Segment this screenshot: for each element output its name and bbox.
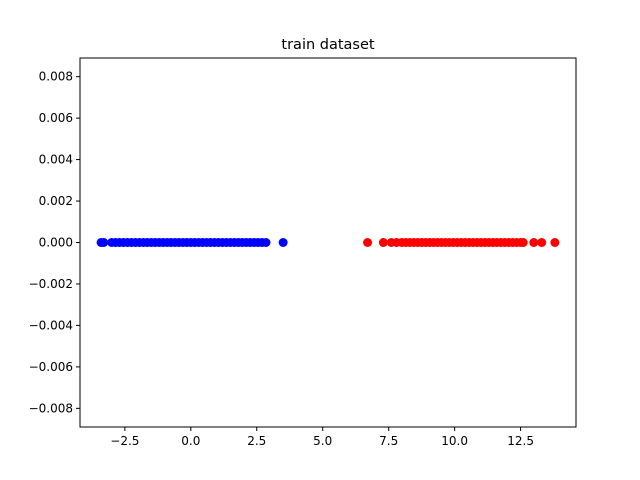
x-tick-label: 0.0 bbox=[181, 434, 200, 448]
data-point bbox=[550, 238, 560, 247]
data-point bbox=[378, 238, 388, 247]
chart-title: train dataset bbox=[281, 37, 374, 53]
x-tick-label: −2.5 bbox=[110, 434, 139, 448]
x-tick-label: 10.0 bbox=[441, 434, 468, 448]
data-point bbox=[537, 238, 547, 247]
plot-frame bbox=[79, 57, 577, 428]
y-tick-label: 0.002 bbox=[39, 194, 73, 208]
y-tick-label: 0.004 bbox=[39, 153, 73, 167]
x-axis: −2.5 0.0 2.5 5.0 7.5 10.0 12.5 bbox=[110, 427, 534, 448]
x-tick-label: 7.5 bbox=[379, 434, 398, 448]
data-point bbox=[363, 238, 373, 247]
y-tick-label: 0.006 bbox=[39, 111, 73, 125]
data-point bbox=[518, 238, 528, 247]
data-point bbox=[529, 238, 539, 247]
y-tick-label: 0.008 bbox=[39, 70, 73, 84]
data-points bbox=[96, 238, 560, 247]
data-point bbox=[278, 238, 288, 247]
y-tick-label: 0.000 bbox=[39, 236, 73, 250]
data-point bbox=[261, 238, 271, 247]
y-tick-label: −0.002 bbox=[29, 277, 73, 291]
data-point bbox=[99, 238, 109, 247]
y-tick-label: −0.004 bbox=[29, 318, 73, 332]
y-tick-label: −0.006 bbox=[29, 360, 73, 374]
x-tick-label: 2.5 bbox=[247, 434, 266, 448]
x-tick-label: 12.5 bbox=[507, 434, 534, 448]
y-axis: 0.008 0.006 0.004 0.002 0.000 −0.002 −0.004 −0.… bbox=[29, 70, 80, 415]
y-tick-label: −0.008 bbox=[29, 401, 73, 415]
x-tick-label: 5.0 bbox=[313, 434, 332, 448]
